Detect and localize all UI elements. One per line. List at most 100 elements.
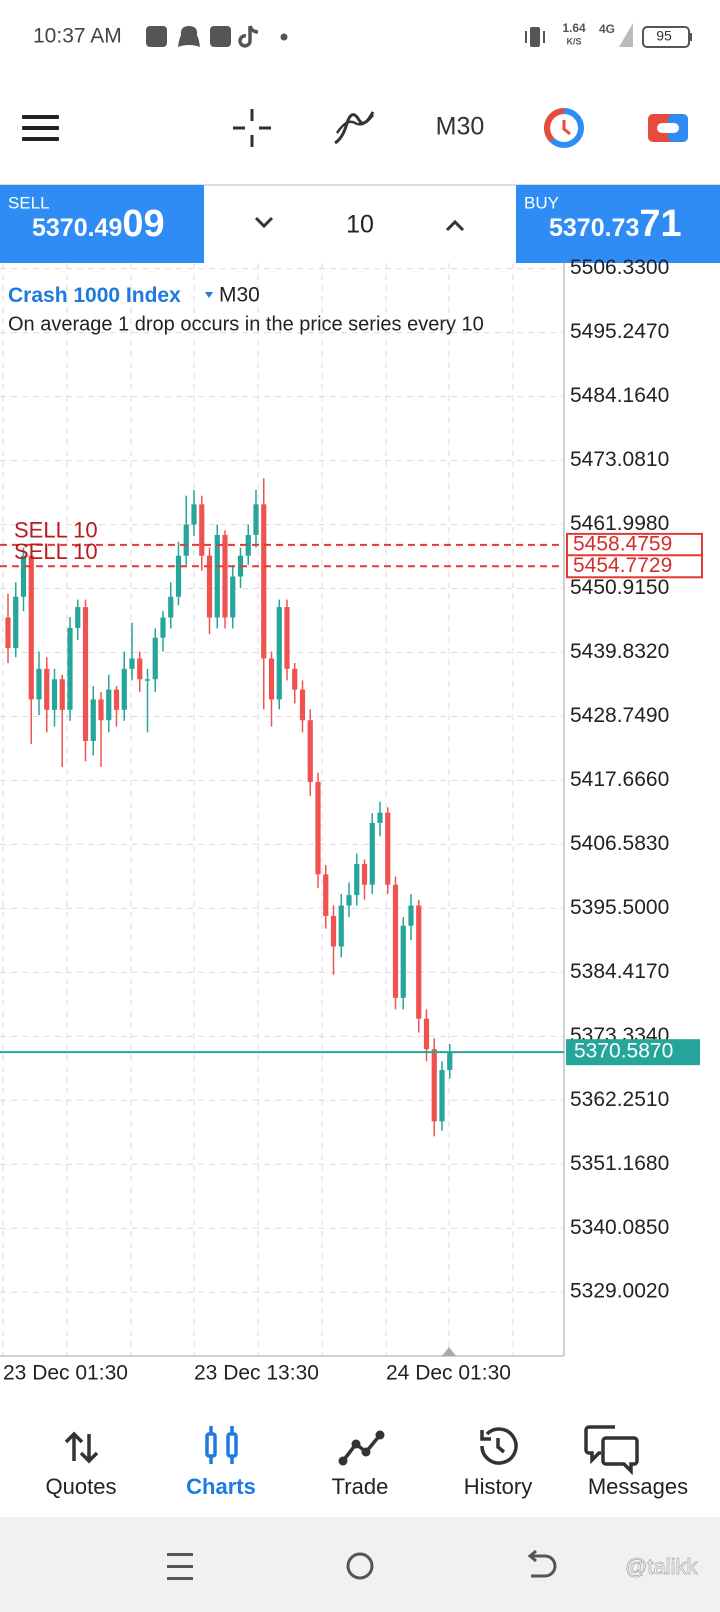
volume[interactable]: 10 [346,211,374,239]
battery-level: 95 [656,28,672,44]
app-icon [146,26,167,47]
volume-up[interactable] [445,219,465,232]
candle-body [276,607,282,700]
status-bar: 10:37 AM 1.64 K/S 4G 95 [33,21,692,48]
y-tick-label: 5351.1680 [570,1152,669,1175]
symbol-description: On average 1 drop occurs in the price se… [8,313,484,335]
candle-body [307,720,313,782]
buy-button[interactable]: BUY 5370.7371 [516,185,720,263]
order-price-label: 5458.4759 [573,532,672,555]
nav-tab[interactable]: Trade [332,1474,389,1499]
candle-body [346,895,352,906]
order-label: SELL 10 [14,518,98,543]
candle-body [121,668,127,710]
candle-body [261,504,267,659]
candle-body [447,1052,453,1070]
candle-body [98,699,104,721]
crosshair-button[interactable] [233,109,271,147]
candle-body [214,534,220,618]
y-tick-label: 5495.2470 [570,320,669,343]
chart-shift-marker [442,1347,456,1356]
candle-body [175,555,182,597]
sell-price: 5370.4909 [32,203,165,245]
candle-body [13,596,19,649]
candle-body [20,555,27,597]
y-tick-label: 5473.0810 [570,448,669,471]
buy-price-main: 5370.73 [549,214,639,242]
history-icon [480,1427,518,1465]
sell-label: SELL [8,193,50,212]
net-speed-unit: K/S [566,36,581,46]
candle-body [75,607,81,628]
back-button[interactable] [527,1549,557,1578]
candle-body [361,863,368,885]
y-tick-label: 5417.6660 [570,768,669,791]
recents-button[interactable] [167,1553,193,1580]
buy-price-big: 71 [639,203,681,245]
quotes-icon [64,1431,99,1464]
candle-body [416,905,422,1019]
candle-body [28,555,34,700]
candle-body [106,689,112,721]
candle-body [199,504,205,556]
volume-down[interactable] [254,216,274,229]
y-tick-label: 5439.8320 [570,640,669,663]
nav-tab[interactable]: History [464,1474,532,1499]
toolbar: M30 [22,108,688,148]
current-price-label: 5370.5870 [574,1040,673,1063]
x-tick-label: 23 Dec 13:30 [194,1362,319,1385]
x-tick-label: 24 Dec 01:30 [386,1362,511,1385]
y-tick-label: 5329.0020 [570,1280,669,1303]
sell-button[interactable]: SELL 5370.4909 [0,185,204,263]
chart-overlay: Crash 1000 Index M30 On average 1 drop o… [0,284,703,1385]
candle-body [113,689,120,710]
nav-tab[interactable]: Messages [588,1474,688,1499]
candle-body [160,617,166,638]
candle-body [144,679,151,681]
sell-price-main: 5370.49 [32,214,122,242]
vibrate-icon [530,27,540,47]
home-button[interactable] [346,1552,374,1580]
battery-tip [689,33,692,41]
sell-bg [0,185,204,263]
symbol[interactable]: Crash 1000 Index [8,284,181,307]
candle-body [253,504,259,535]
chart: 5506.3300 5495.2470 5484.1640 5473.0810 5461… [0,256,669,1357]
nav-labels: Quotes Charts Trade History Messages [46,1474,689,1499]
nav-tab[interactable]: Charts [186,1474,256,1499]
menu-button[interactable] [22,115,59,141]
y-tick-label: 5395.5000 [570,896,669,919]
candle-body [439,1069,445,1122]
trade-button[interactable] [648,114,688,142]
candle-body [67,627,73,710]
candle-body [5,617,11,649]
timeframe-button[interactable]: M30 [436,113,485,141]
candle-body [284,607,290,669]
bottom-nav: Quotes Charts Trade History Messages [0,1394,720,1517]
y-tick-label: 5406.5830 [570,832,669,855]
signal-icon [619,23,633,47]
trade-icon [338,1430,385,1466]
symbol-dropdown[interactable] [205,292,213,298]
candle-body [354,863,360,896]
candle-body [59,679,65,710]
candle-body [431,1049,437,1122]
candle-body [400,925,406,998]
x-tick-label: 23 Dec 01:30 [3,1362,128,1385]
candle-body [385,812,391,885]
buy-price: 5370.7371 [549,203,682,245]
charts-icon [205,1426,238,1464]
history-button[interactable] [544,108,584,148]
indicators-button[interactable] [334,111,375,145]
nav-tab[interactable]: Quotes [46,1474,117,1499]
y-tick-label: 5362.2510 [570,1088,669,1111]
current-price-box [566,1039,700,1066]
y-tick-label: 5428.7490 [570,704,669,727]
order-price-label: 5454.7729 [573,554,672,577]
system-nav: @talikk [0,1517,720,1612]
candle-body [222,534,228,618]
dot [280,33,288,41]
candle-body [44,668,50,710]
